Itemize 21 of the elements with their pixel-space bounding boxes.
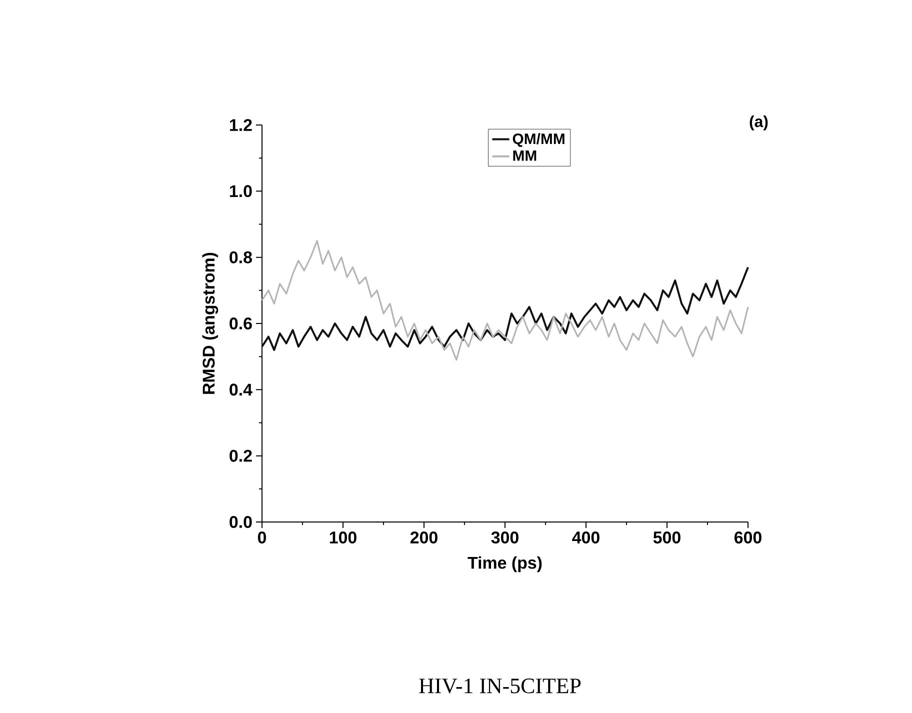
x-axis-title: Time (ps) bbox=[468, 556, 542, 572]
x-tick-label: 500 bbox=[653, 532, 680, 544]
x-tick-label: 200 bbox=[410, 532, 438, 544]
x-tick-label: 0 bbox=[258, 532, 266, 544]
x-tick-label: 300 bbox=[491, 532, 518, 544]
y-axis-title: RMSD (angstrom) bbox=[202, 252, 218, 394]
y-tick-label: 1.0 bbox=[230, 185, 252, 198]
y-tick-label: 1.2 bbox=[230, 119, 252, 131]
legend-label: QM/MM bbox=[512, 133, 564, 147]
y-tick-label: 0.6 bbox=[230, 317, 252, 330]
x-tick-label: 100 bbox=[330, 532, 356, 544]
y-tick-label: 0.4 bbox=[230, 384, 252, 396]
y-tick-label: 0.0 bbox=[230, 516, 252, 528]
x-tick-label: 400 bbox=[572, 532, 600, 544]
x-tick-label: 600 bbox=[734, 532, 762, 544]
line-series bbox=[261, 266, 750, 351]
text: HIV-1 IN-5CITEP bbox=[419, 678, 581, 694]
y-tick-label: 0.8 bbox=[230, 251, 252, 264]
text: (a) bbox=[750, 116, 768, 130]
legend-label: MM bbox=[513, 150, 536, 161]
y-tick-label: 0.2 bbox=[230, 450, 252, 462]
